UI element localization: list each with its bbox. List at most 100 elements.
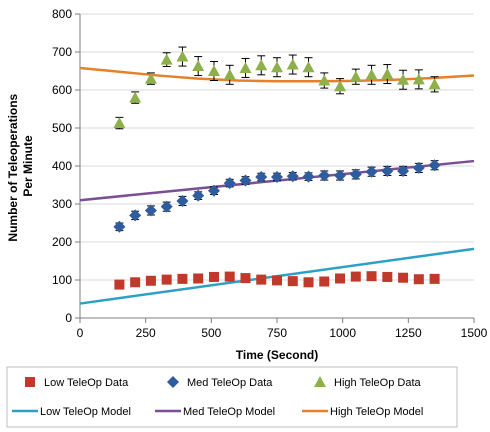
data-point-0: [114, 279, 125, 290]
y-tick-label: 800: [52, 7, 72, 21]
data-point-2: [318, 74, 331, 86]
data-point-0: [193, 273, 204, 284]
model-line-2: [79, 66, 475, 83]
data-point-1: [271, 171, 283, 184]
data-point-0: [335, 273, 346, 284]
data-point-1: [144, 204, 157, 217]
data-point-1: [192, 189, 205, 202]
y-axis-title-line-2: Per Minute: [21, 135, 35, 197]
legend-label: Med TeleOp Model: [183, 406, 275, 418]
data-point-2: [239, 61, 252, 73]
data-point-0: [303, 277, 314, 288]
data-point-2: [223, 68, 236, 80]
x-tick-label: 500: [201, 326, 221, 340]
data-point-1: [412, 161, 425, 174]
data-point-0: [240, 273, 251, 284]
data-point-1: [207, 184, 220, 197]
data-point-0: [319, 276, 330, 287]
x-tick-label: 0: [77, 326, 84, 340]
legend-box: [6, 366, 458, 428]
x-tick-labels: 0 250 500 750 1000 1250 1500: [77, 326, 488, 340]
data-point-2: [271, 61, 283, 73]
y-tick-label: 300: [52, 197, 72, 211]
y-tick-label: 500: [52, 121, 72, 135]
data-point-0: [130, 277, 141, 288]
data-point-0: [366, 271, 377, 282]
data-point-2: [334, 80, 347, 92]
x-tick-label: 1500: [461, 326, 488, 340]
x-tick-label: 1250: [395, 326, 422, 340]
legend-label: High TeleOp Model: [330, 406, 423, 418]
legend-label: Med TeleOp Data: [187, 377, 273, 389]
x-tick-label: 250: [136, 326, 156, 340]
x-tick-label: 750: [267, 326, 287, 340]
data-point-0: [382, 271, 393, 282]
data-point-2: [381, 68, 394, 80]
data-point-0: [350, 271, 361, 282]
data-point-0: [287, 276, 298, 287]
data-point-2: [192, 60, 205, 72]
data-point-1: [334, 169, 347, 182]
y-tick-label: 600: [52, 83, 72, 97]
data-point-0: [413, 274, 424, 285]
data-point-0: [177, 273, 188, 284]
data-point-0: [145, 275, 156, 286]
x-axis-title: Time (Second): [236, 348, 318, 362]
data-point-2: [144, 72, 157, 84]
data-point-0: [208, 271, 219, 282]
legend-marker: [167, 376, 179, 388]
data-point-2: [365, 68, 378, 80]
data-point-1: [381, 164, 394, 177]
data-markers: [113, 50, 441, 290]
data-point-1: [113, 220, 126, 233]
data-point-2: [428, 78, 441, 90]
data-point-2: [113, 117, 126, 129]
data-point-2: [397, 73, 410, 85]
data-point-1: [318, 169, 331, 182]
legend-label: Low TeleOp Model: [40, 406, 131, 418]
data-point-2: [255, 59, 268, 71]
y-tick-labels: 0 100 200 300 400 500 600 700 800: [52, 7, 72, 325]
data-point-0: [429, 273, 440, 284]
data-point-2: [176, 50, 189, 62]
data-point-1: [397, 164, 410, 177]
data-point-0: [272, 275, 282, 286]
y-tick-label: 100: [52, 273, 72, 287]
y-axis-title-line-1: Number of Teleoperations: [6, 93, 20, 241]
y-tick-label: 400: [52, 159, 72, 173]
data-point-2: [207, 65, 220, 76]
data-point-1: [129, 209, 142, 222]
gridlines: [80, 13, 474, 281]
legend-marker: [25, 377, 35, 387]
data-point-1: [160, 200, 173, 213]
data-point-1: [286, 170, 299, 183]
data-point-1: [239, 174, 252, 187]
data-point-1: [365, 165, 378, 178]
y-axis-title: Number of Teleoperations Per Minute: [6, 90, 35, 241]
legend-label: High TeleOp Data: [334, 377, 422, 389]
data-point-1: [223, 177, 236, 190]
data-point-2: [349, 70, 362, 82]
data-point-1: [302, 170, 315, 183]
data-point-0: [224, 271, 235, 282]
y-tick-label: 200: [52, 235, 72, 249]
y-tick-label: 700: [52, 45, 72, 59]
data-point-1: [428, 159, 441, 172]
legend: Low TeleOp Data Med TeleOp Data High TeleO…: [6, 366, 458, 428]
x-tick-label: 1000: [329, 326, 356, 340]
data-point-0: [398, 272, 409, 283]
data-point-2: [412, 73, 425, 85]
data-point-2: [129, 91, 142, 103]
data-point-2: [302, 61, 315, 73]
y-tick-label: 0: [65, 311, 72, 325]
axes: [75, 13, 475, 323]
data-point-1: [255, 171, 268, 184]
data-point-2: [286, 58, 299, 70]
legend-marker: [314, 376, 326, 387]
data-point-0: [161, 274, 172, 285]
data-point-2: [160, 53, 173, 65]
data-point-1: [349, 168, 362, 181]
legend-label: Low TeleOp Data: [44, 377, 129, 389]
data-point-1: [176, 194, 189, 207]
